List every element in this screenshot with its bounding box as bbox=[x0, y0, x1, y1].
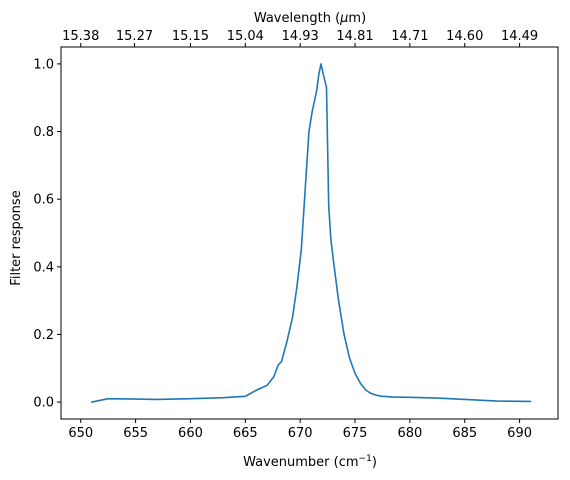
x-tick-label: 650 bbox=[68, 426, 93, 441]
top-tick-label: 14.60 bbox=[446, 29, 483, 44]
tick-labels: 650 655 660 665 670 675 680 685 690 0.0 0.2 0.4 0.6 0… bbox=[33, 29, 538, 441]
x-tick-label: 655 bbox=[123, 426, 148, 441]
y-tick-label: 0.4 bbox=[33, 260, 54, 275]
x-tick-label: 685 bbox=[452, 426, 477, 441]
top-tick-label: 14.71 bbox=[391, 29, 428, 44]
y-tick-label: 0.8 bbox=[33, 125, 54, 140]
series-line-filter-response bbox=[90, 63, 532, 403]
y-tick-label: 0.2 bbox=[33, 328, 54, 343]
top-tick-label: 15.04 bbox=[227, 29, 264, 44]
x-tick-label: 665 bbox=[233, 426, 258, 441]
top-tick-label: 15.15 bbox=[172, 29, 209, 44]
x-tick-label: 675 bbox=[343, 426, 368, 441]
x-tick-label: 690 bbox=[507, 426, 532, 441]
top-tick-label: 15.27 bbox=[116, 29, 153, 44]
x-tick-label: 660 bbox=[178, 426, 203, 441]
y-tick-label: 1.0 bbox=[33, 57, 54, 72]
x-tick-label: 670 bbox=[288, 426, 313, 441]
x-tick-label: 680 bbox=[397, 426, 422, 441]
top-tick-label: 15.38 bbox=[62, 29, 99, 44]
y-tick-label: 0.6 bbox=[33, 193, 54, 208]
y-axis-label: Filter response bbox=[9, 190, 24, 285]
top-tick-label: 14.93 bbox=[282, 29, 319, 44]
plot-frame bbox=[60, 46, 559, 420]
top-axis-label: Wavelength (μm) bbox=[254, 11, 366, 26]
x-axis-label: Wavenumber (cm−1) bbox=[243, 454, 377, 470]
y-tick-label: 0.0 bbox=[33, 396, 54, 411]
top-tick-label: 14.81 bbox=[336, 29, 373, 44]
tick-marks bbox=[57, 43, 521, 423]
top-tick-label: 14.49 bbox=[501, 29, 538, 44]
